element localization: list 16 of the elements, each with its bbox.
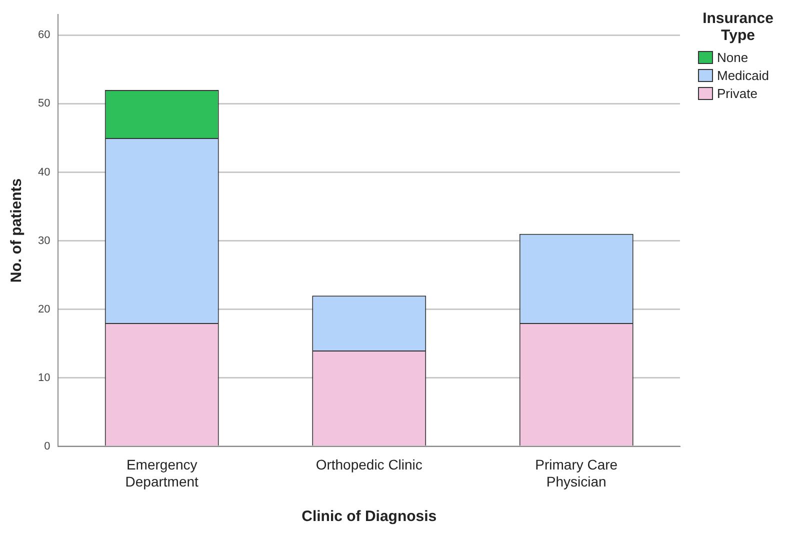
y-tick-label: 40 [38,166,50,178]
legend-title: Insurance Type [702,10,774,44]
x-tick-label: Orthopedic Clinic [316,456,422,473]
y-axis-title: No. of patients [8,178,26,283]
x-tick-label: Primary Care Physician [535,456,618,490]
y-tick-label: 60 [38,29,50,42]
legend-label: None [717,50,748,64]
legend-label: Private [717,86,758,100]
y-tick-label: 10 [38,372,50,384]
y-tick-label: 50 [38,98,50,110]
x-tick-label: Emergency Department [125,456,199,490]
legend-label: Medicaid [717,68,770,82]
y-tick-label: 20 [38,303,50,316]
y-tick-label: 0 [44,440,50,452]
x-axis-title: Clinic of Diagnosis [302,508,437,526]
y-tick-label: 30 [38,234,50,247]
